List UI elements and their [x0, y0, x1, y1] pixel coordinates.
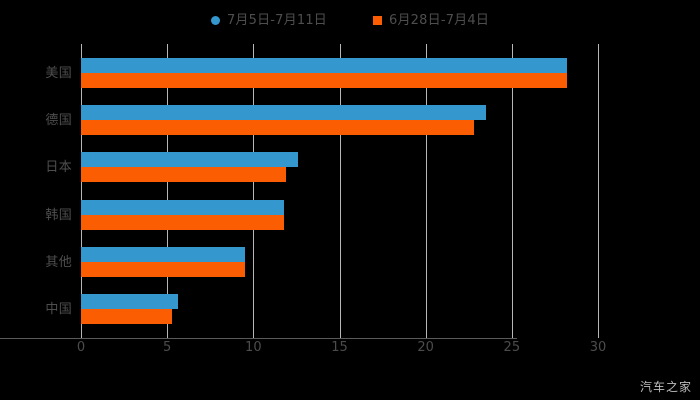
- gridline-5: [167, 44, 169, 338]
- gridline-10: [253, 44, 255, 338]
- gridline-30: [598, 44, 599, 338]
- bar[interactable]: [81, 246, 245, 262]
- gridline-0: [81, 44, 82, 338]
- bar[interactable]: [81, 58, 567, 73]
- y-axis-labels: 美国德国日本韩国其他中国: [8, 44, 72, 338]
- bar[interactable]: [81, 152, 299, 168]
- y-axis-label-1: 德国: [45, 113, 72, 129]
- y-axis-label-2: 日本: [45, 160, 72, 176]
- legend-label-series-1: 6月28日-7月4日: [389, 12, 490, 28]
- x-tick-30: 30: [589, 340, 607, 355]
- plot-area: [81, 44, 599, 338]
- x-tick-25: 25: [503, 340, 521, 355]
- bar[interactable]: [81, 261, 245, 277]
- bar[interactable]: [81, 214, 285, 230]
- x-axis-tick-labels: 0 5 10 15 20 25 30: [0, 341, 700, 361]
- legend-entry-series-1[interactable]: 6月28日-7月4日: [373, 14, 489, 27]
- y-axis-label-5: 中国: [45, 302, 72, 317]
- bar[interactable]: [81, 199, 285, 215]
- legend-entry-series-0[interactable]: 7月5日-7月11日: [210, 12, 327, 28]
- y-axis-label-0: 美国: [45, 66, 72, 81]
- square-icon: [373, 15, 382, 25]
- x-tick-0: 0: [76, 340, 86, 355]
- gridline-20: [425, 44, 427, 338]
- x-tick-5: 5: [163, 340, 172, 355]
- y-axis-label-4: 其他: [45, 254, 72, 270]
- x-axis-line: [0, 338, 517, 339]
- bar[interactable]: [81, 294, 178, 309]
- chart-legend: 7月5日-7月11日 6月28日-7月4日: [0, 9, 700, 31]
- gridline-15: [339, 44, 341, 338]
- x-tick-10: 10: [245, 340, 262, 355]
- circle-icon: [210, 15, 220, 25]
- bar[interactable]: [81, 309, 173, 324]
- x-tick-20: 20: [417, 340, 434, 355]
- bar[interactable]: [81, 120, 474, 136]
- bar[interactable]: [81, 73, 567, 88]
- legend-label-series-0: 7月5日-7月11日: [226, 12, 327, 28]
- bar[interactable]: [81, 167, 287, 183]
- x-tick-15: 15: [331, 340, 348, 355]
- watermark: 汽车之家: [639, 380, 692, 394]
- bar[interactable]: [81, 105, 486, 121]
- y-axis-label-3: 韩国: [45, 207, 72, 223]
- gridline-25: [511, 44, 513, 338]
